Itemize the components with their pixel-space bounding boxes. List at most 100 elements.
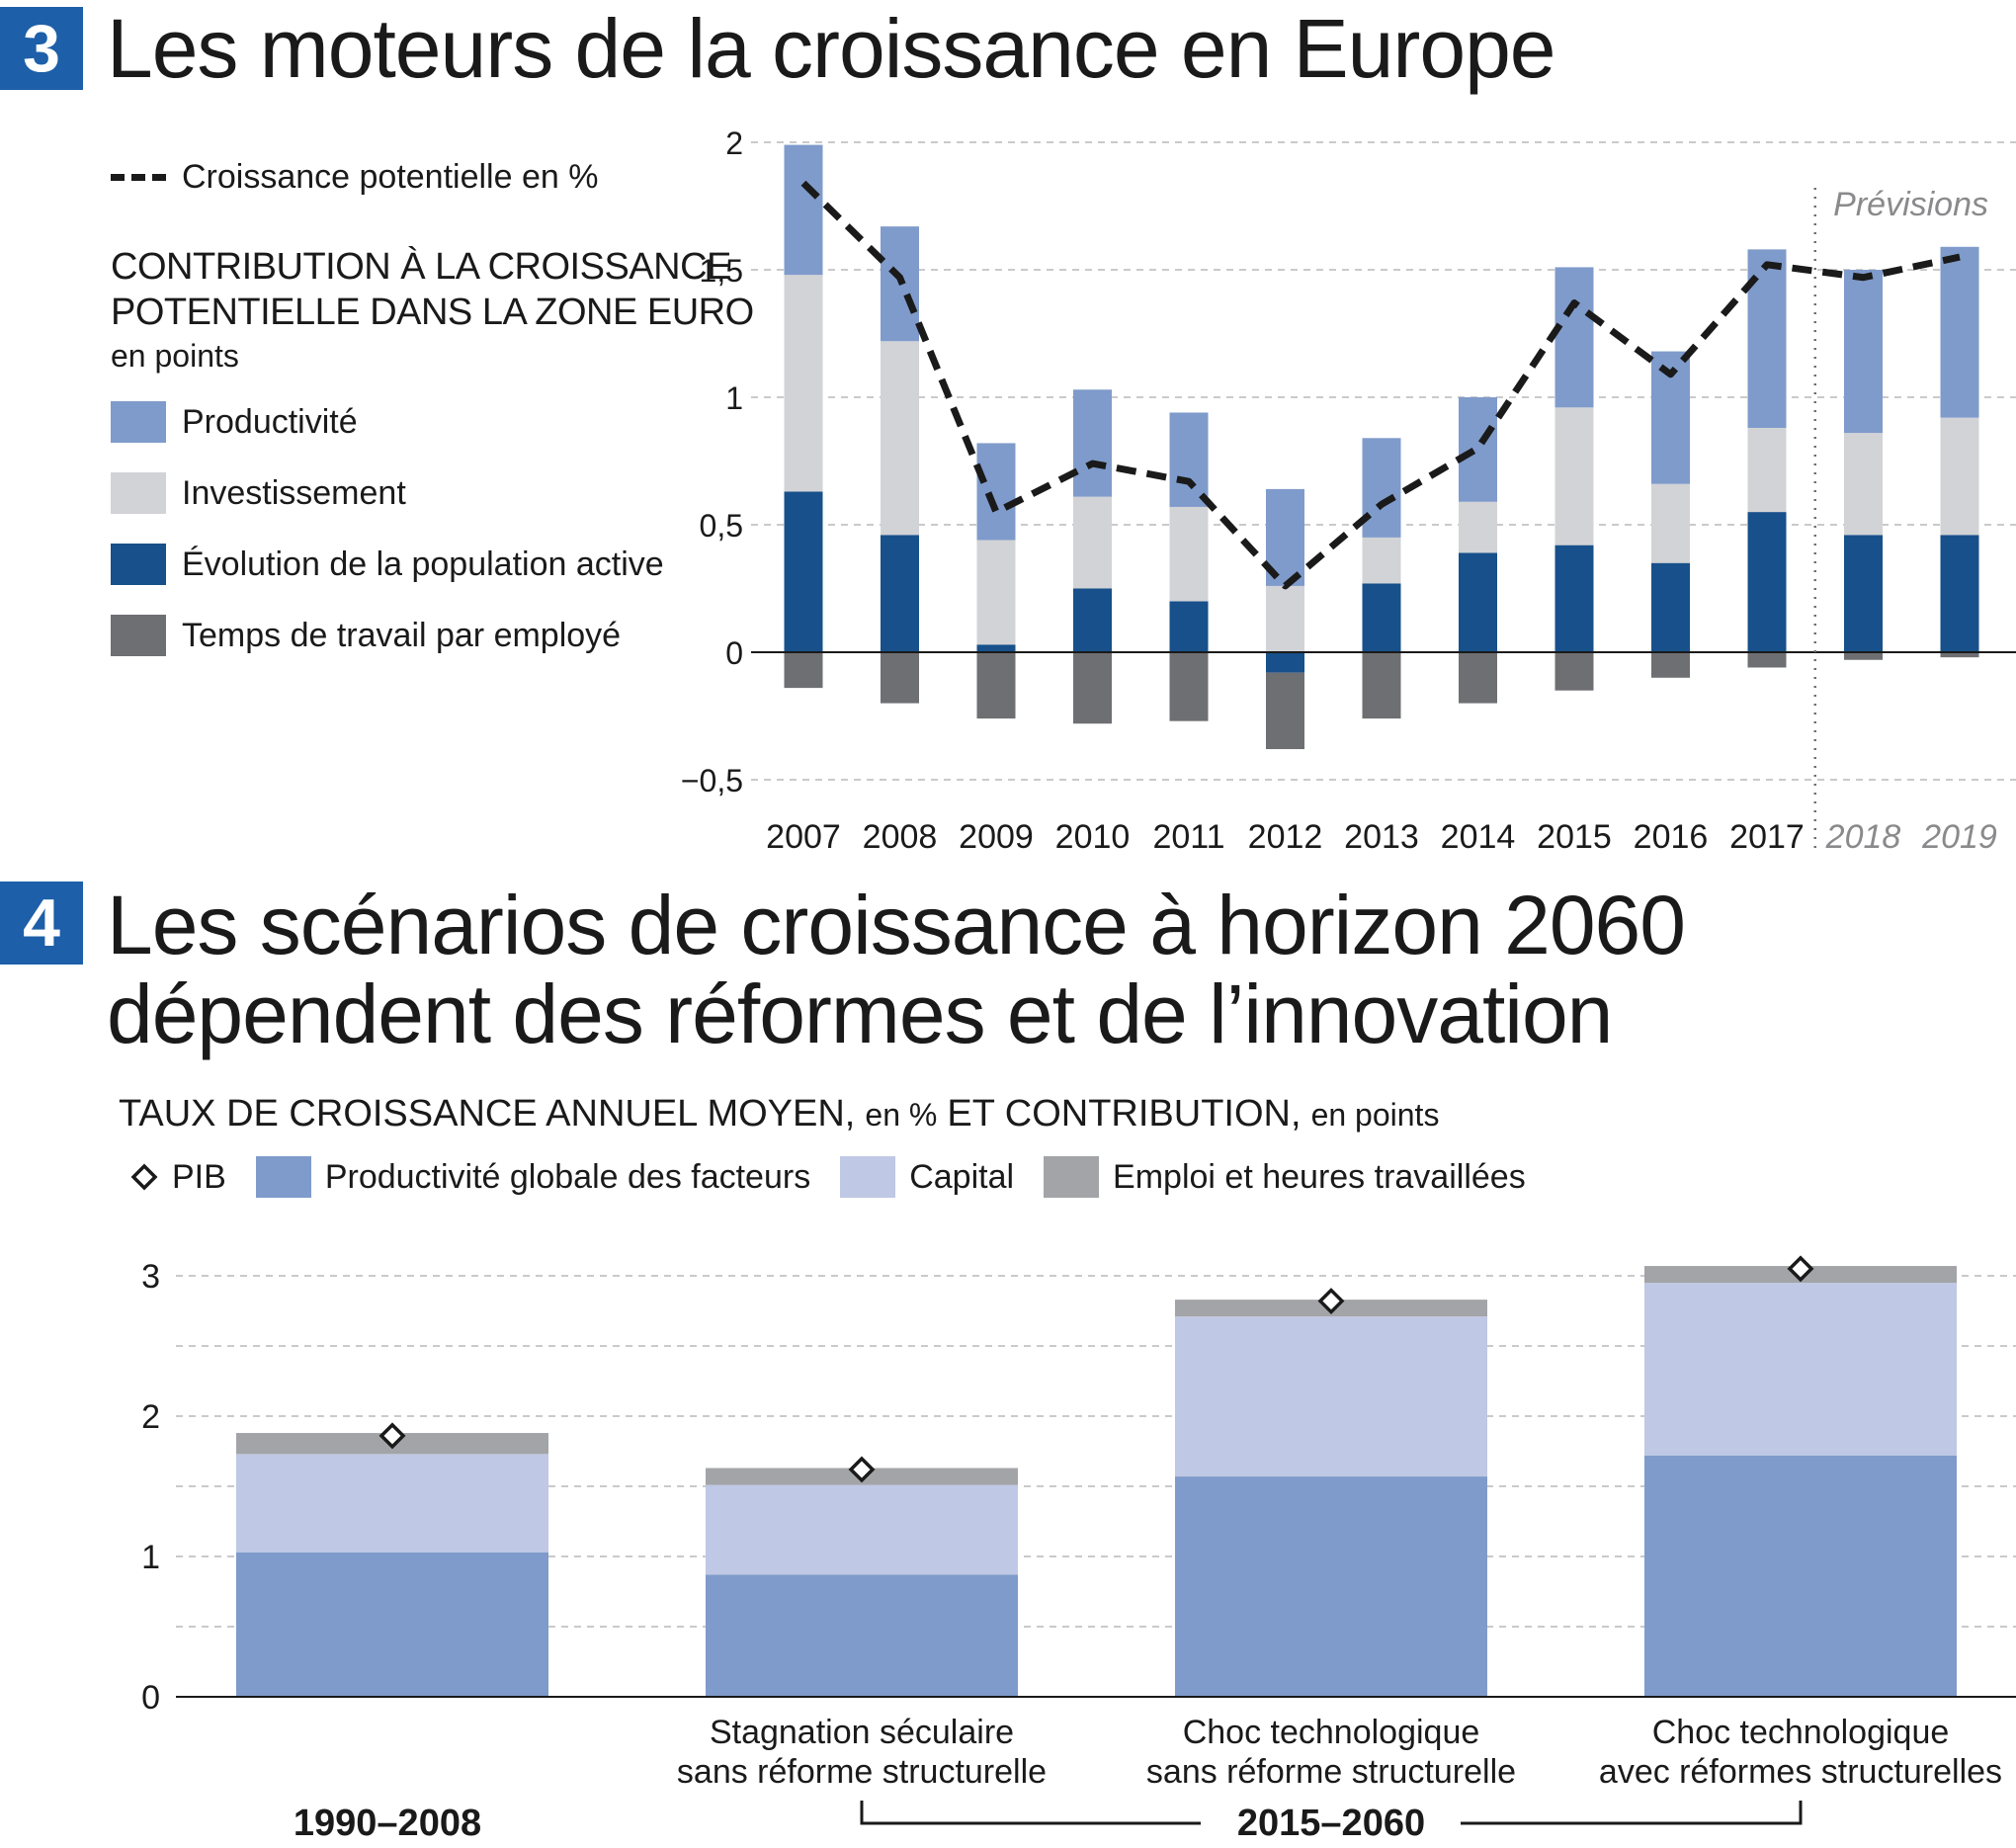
y-tick-label: −0,5 <box>681 763 743 798</box>
legend-entry-ptf: Productivité globale des facteurs <box>255 1156 810 1198</box>
dashed-line-swatch <box>111 174 166 181</box>
x-tick-label: 2014 <box>1441 818 1516 856</box>
period-bracket-right <box>1461 1801 1803 1825</box>
bar-productivite <box>1073 389 1112 497</box>
bar-population <box>1459 552 1497 652</box>
x-tick-label: 2008 <box>863 818 938 856</box>
bar-population <box>1169 601 1209 652</box>
legend-entry-temps: Temps de travail par employé <box>111 615 621 656</box>
bar-capital <box>236 1454 548 1553</box>
pib-marker <box>1317 1288 1345 1315</box>
bar-productivite <box>1940 246 1979 418</box>
legend-entry-investissement: Investissement <box>111 472 406 514</box>
bar-temps <box>1844 652 1883 660</box>
bar-temps <box>1747 652 1787 668</box>
legend-entry-population: Évolution de la population active <box>111 544 664 585</box>
bar-investissement <box>1073 496 1112 589</box>
chart4-title-line1: Les scénarios de croissance à horizon 20… <box>107 879 1686 971</box>
bar-temps <box>1554 652 1594 691</box>
bar-investissement <box>976 540 1016 645</box>
legend-label-population: Évolution de la population active <box>182 545 664 583</box>
y-tick-label: 2 <box>725 126 743 161</box>
bar-temps <box>976 652 1016 719</box>
category-label: Choc technologique <box>1652 1714 1950 1751</box>
period-label-right: 2015–2060 <box>1237 1803 1425 1844</box>
y-tick-label: 1 <box>141 1539 160 1576</box>
bar-capital <box>706 1484 1018 1575</box>
y-tick-label: 3 <box>141 1258 160 1296</box>
category-label: Choc technologique <box>1183 1714 1480 1751</box>
bar-capital <box>1644 1283 1957 1456</box>
pib-marker <box>848 1456 876 1483</box>
bar-temps <box>1169 652 1209 721</box>
category-label: avec réformes structurelles <box>1599 1753 2002 1791</box>
pib-marker <box>378 1422 406 1450</box>
forecast-label: Prévisions <box>1833 186 1988 223</box>
bar-productivite <box>1554 267 1594 408</box>
bar-population <box>1554 545 1594 652</box>
bar-investissement <box>1362 537 1401 584</box>
swatch-productivite <box>111 401 166 443</box>
bar-population <box>881 535 919 652</box>
bar-investissement <box>1459 501 1497 553</box>
bar-temps <box>1266 672 1304 750</box>
chart4-number-badge: 4 <box>0 882 83 965</box>
bar-population <box>1747 512 1787 652</box>
bar-population <box>784 491 823 652</box>
bar-temps <box>881 652 919 704</box>
chart4-legend: PIB Productivité globale des facteurs Ca… <box>130 1156 1555 1198</box>
category-label: Stagnation séculaire <box>710 1714 1014 1751</box>
bar-investissement <box>881 341 919 536</box>
chart3-number-badge: 3 <box>0 7 83 90</box>
bar-ptf <box>236 1552 548 1697</box>
chart3-heading-line2: POTENTIELLE DANS LA ZONE EURO <box>111 292 754 333</box>
x-tick-label: 2012 <box>1248 818 1323 856</box>
bar-temps <box>1073 652 1112 724</box>
chart3-heading-line1: CONTRIBUTION À LA CROISSANCE <box>111 246 731 288</box>
bar-productivite <box>784 144 823 276</box>
bar-population <box>1940 535 1979 652</box>
potential-growth-line <box>800 180 1961 590</box>
x-tick-label: 2013 <box>1344 818 1419 856</box>
bar-population <box>1266 652 1304 673</box>
legend-label-investissement: Investissement <box>182 473 406 512</box>
bar-temps <box>1362 652 1401 719</box>
y-tick-label: 0,5 <box>700 508 743 544</box>
swatch-investissement <box>111 472 166 514</box>
swatch-ptf <box>255 1156 311 1198</box>
bar-investissement <box>784 275 823 492</box>
x-tick-label: 2019 <box>1921 818 1997 856</box>
bar-investissement <box>1844 433 1883 536</box>
y-tick-label: 1,5 <box>700 253 743 289</box>
legend-label-productivite: Productivité <box>182 402 358 441</box>
diamond-marker-icon <box>130 1163 158 1191</box>
bar-productivite <box>1459 397 1497 502</box>
category-label: sans réforme structurelle <box>677 1753 1047 1791</box>
bar-ptf <box>1175 1476 1487 1697</box>
legend-label-pib: PIB <box>172 1157 226 1196</box>
x-tick-label: 2011 <box>1152 818 1224 856</box>
bar-productivite <box>976 443 1016 541</box>
legend-entry-capital: Capital <box>840 1156 1014 1198</box>
chart4-subtitle: TAUX DE CROISSANCE ANNUEL MOYEN, en % ET… <box>119 1093 1439 1135</box>
period-bracket-left <box>860 1801 1201 1825</box>
bar-investissement <box>1747 427 1787 513</box>
x-tick-label: 2015 <box>1537 818 1612 856</box>
bar-population <box>1362 583 1401 652</box>
x-tick-label: 2018 <box>1825 818 1901 856</box>
x-tick-label: 2016 <box>1634 818 1709 856</box>
legend-label-emploi: Emploi et heures travaillées <box>1113 1157 1526 1196</box>
legend-label-capital: Capital <box>909 1157 1015 1196</box>
bar-temps <box>1940 652 1979 658</box>
swatch-capital <box>840 1156 896 1198</box>
x-tick-label: 2010 <box>1055 818 1131 856</box>
y-tick-label: 0 <box>725 635 743 671</box>
chart4-subtitle-main: TAUX DE CROISSANCE ANNUEL MOYEN, <box>119 1093 856 1134</box>
category-label: sans réforme structurelle <box>1146 1753 1516 1791</box>
bar-population <box>1844 535 1883 652</box>
x-tick-label: 2007 <box>766 818 841 856</box>
y-tick-label: 1 <box>725 380 743 416</box>
legend-entry-pib: PIB <box>130 1158 226 1197</box>
y-tick-label: 0 <box>141 1679 160 1717</box>
